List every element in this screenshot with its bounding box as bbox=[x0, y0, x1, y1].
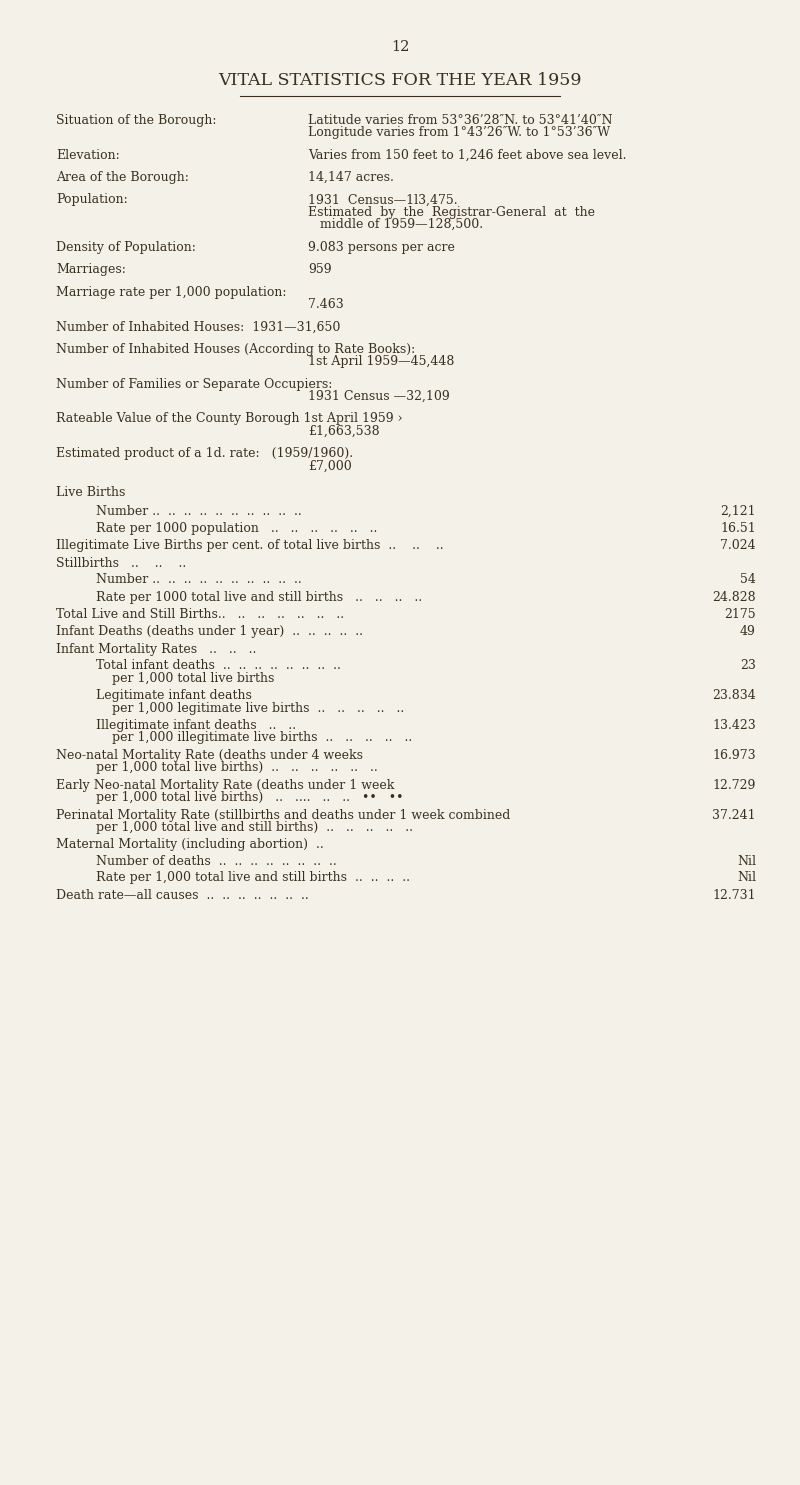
Text: Nil: Nil bbox=[737, 872, 756, 884]
Text: Number of Families or Separate Occupiers:: Number of Families or Separate Occupiers… bbox=[56, 377, 332, 391]
Text: Rate per 1,000 total live and still births  ..  ..  ..  ..: Rate per 1,000 total live and still birt… bbox=[96, 872, 410, 884]
Text: Total infant deaths  ..  ..  ..  ..  ..  ..  ..  ..: Total infant deaths .. .. .. .. .. .. ..… bbox=[96, 659, 341, 673]
Text: Maternal Mortality (including abortion)  ..: Maternal Mortality (including abortion) … bbox=[56, 839, 324, 851]
Text: 37.241: 37.241 bbox=[712, 808, 756, 821]
Text: 12.731: 12.731 bbox=[712, 888, 756, 901]
Text: 12.729: 12.729 bbox=[713, 778, 756, 792]
Text: Number ..  ..  ..  ..  ..  ..  ..  ..  ..  ..: Number .. .. .. .. .. .. .. .. .. .. bbox=[96, 573, 302, 587]
Text: 959: 959 bbox=[308, 263, 332, 276]
Text: 16.51: 16.51 bbox=[720, 523, 756, 535]
Text: per 1,000 total live births)  ..   ..   ..   ..   ..   ..: per 1,000 total live births) .. .. .. ..… bbox=[96, 762, 378, 774]
Text: Area of the Borough:: Area of the Borough: bbox=[56, 171, 189, 184]
Text: 12: 12 bbox=[391, 40, 409, 53]
Text: 54: 54 bbox=[740, 573, 756, 587]
Text: per 1,000 total live and still births)  ..   ..   ..   ..   ..: per 1,000 total live and still births) .… bbox=[96, 821, 413, 835]
Text: Number of Inhabited Houses (According to Rate Books):: Number of Inhabited Houses (According to… bbox=[56, 343, 415, 356]
Text: Latitude varies from 53°36’28″N. to 53°41’40″N: Latitude varies from 53°36’28″N. to 53°4… bbox=[308, 114, 613, 126]
Text: £1,663,538: £1,663,538 bbox=[308, 425, 380, 438]
Text: Number of deaths  ..  ..  ..  ..  ..  ..  ..  ..: Number of deaths .. .. .. .. .. .. .. .. bbox=[96, 855, 337, 867]
Text: middle of 1959—128,500.: middle of 1959—128,500. bbox=[308, 218, 483, 232]
Text: Infant Deaths (deaths under 1 year)  ..  ..  ..  ..  ..: Infant Deaths (deaths under 1 year) .. .… bbox=[56, 625, 363, 639]
Text: Illegitimate infant deaths   ..   ..: Illegitimate infant deaths .. .. bbox=[96, 719, 296, 732]
Text: 1st April 1959—45,448: 1st April 1959—45,448 bbox=[308, 355, 454, 368]
Text: 24.828: 24.828 bbox=[712, 591, 756, 604]
Text: Death rate—all causes  ..  ..  ..  ..  ..  ..  ..: Death rate—all causes .. .. .. .. .. .. … bbox=[56, 888, 309, 901]
Text: Estimated  by  the  Registrar-General  at  the: Estimated by the Registrar-General at th… bbox=[308, 206, 595, 218]
Text: 1931 Census —32,109: 1931 Census —32,109 bbox=[308, 391, 450, 402]
Text: Density of Population:: Density of Population: bbox=[56, 241, 196, 254]
Text: 2175: 2175 bbox=[724, 607, 756, 621]
Text: Rate per 1000 total live and still births   ..   ..   ..   ..: Rate per 1000 total live and still birth… bbox=[96, 591, 422, 604]
Text: 23: 23 bbox=[740, 659, 756, 673]
Text: Situation of the Borough:: Situation of the Borough: bbox=[56, 114, 217, 126]
Text: Early Neo-natal Mortality Rate (deaths under 1 week: Early Neo-natal Mortality Rate (deaths u… bbox=[56, 778, 394, 792]
Text: Rateable Value of the County Borough 1st April 1959 ›: Rateable Value of the County Borough 1st… bbox=[56, 413, 402, 426]
Text: Live Births: Live Births bbox=[56, 486, 126, 499]
Text: Marriage rate per 1,000 population:: Marriage rate per 1,000 population: bbox=[56, 285, 286, 298]
Text: per 1,000 total live births)   ..   ....   ..   ..   ••   ••: per 1,000 total live births) .. .... .. … bbox=[96, 792, 403, 803]
Text: Estimated product of a 1d. rate:   (1959/1960).: Estimated product of a 1d. rate: (1959/1… bbox=[56, 447, 353, 460]
Text: 13.423: 13.423 bbox=[712, 719, 756, 732]
Text: 23.834: 23.834 bbox=[712, 689, 756, 702]
Text: 7.024: 7.024 bbox=[720, 539, 756, 552]
Text: Marriages:: Marriages: bbox=[56, 263, 126, 276]
Text: Population:: Population: bbox=[56, 193, 128, 206]
Text: Rate per 1000 population   ..   ..   ..   ..   ..   ..: Rate per 1000 population .. .. .. .. .. … bbox=[96, 523, 378, 535]
Text: 2,121: 2,121 bbox=[720, 505, 756, 518]
Text: Elevation:: Elevation: bbox=[56, 148, 120, 162]
Text: per 1,000 illegitimate live births  ..   ..   ..   ..   ..: per 1,000 illegitimate live births .. ..… bbox=[112, 732, 412, 744]
Text: Number of Inhabited Houses:  1931—31,650: Number of Inhabited Houses: 1931—31,650 bbox=[56, 321, 340, 333]
Text: Total Live and Still Births..   ..   ..   ..   ..   ..   ..: Total Live and Still Births.. .. .. .. .… bbox=[56, 607, 344, 621]
Text: £7,000: £7,000 bbox=[308, 460, 352, 472]
Text: per 1,000 total live births: per 1,000 total live births bbox=[112, 671, 274, 685]
Text: 7.463: 7.463 bbox=[308, 298, 344, 310]
Text: Varies from 150 feet to 1,246 feet above sea level.: Varies from 150 feet to 1,246 feet above… bbox=[308, 148, 626, 162]
Text: 49: 49 bbox=[740, 625, 756, 639]
Text: 16.973: 16.973 bbox=[712, 748, 756, 762]
Text: Legitimate infant deaths: Legitimate infant deaths bbox=[96, 689, 252, 702]
Text: VITAL STATISTICS FOR THE YEAR 1959: VITAL STATISTICS FOR THE YEAR 1959 bbox=[218, 73, 582, 89]
Text: Nil: Nil bbox=[737, 855, 756, 867]
Text: 1931  Census—1l3,475.: 1931 Census—1l3,475. bbox=[308, 193, 458, 206]
Text: per 1,000 legitimate live births  ..   ..   ..   ..   ..: per 1,000 legitimate live births .. .. .… bbox=[112, 701, 404, 714]
Text: Infant Mortality Rates   ..   ..   ..: Infant Mortality Rates .. .. .. bbox=[56, 643, 256, 656]
Text: Longitude varies from 1°43’26″W. to 1°53’36″W: Longitude varies from 1°43’26″W. to 1°53… bbox=[308, 126, 610, 140]
Text: Number ..  ..  ..  ..  ..  ..  ..  ..  ..  ..: Number .. .. .. .. .. .. .. .. .. .. bbox=[96, 505, 302, 518]
Text: Stillbirths   ..    ..    ..: Stillbirths .. .. .. bbox=[56, 557, 186, 570]
Text: Perinatal Mortality Rate (stillbirths and deaths under 1 week combined: Perinatal Mortality Rate (stillbirths an… bbox=[56, 808, 510, 821]
Text: Neo-natal Mortality Rate (deaths under 4 weeks: Neo-natal Mortality Rate (deaths under 4… bbox=[56, 748, 363, 762]
Text: 9.083 persons per acre: 9.083 persons per acre bbox=[308, 241, 455, 254]
Text: Illegitimate Live Births per cent. of total live births  ..    ..    ..: Illegitimate Live Births per cent. of to… bbox=[56, 539, 444, 552]
Text: 14,147 acres.: 14,147 acres. bbox=[308, 171, 394, 184]
